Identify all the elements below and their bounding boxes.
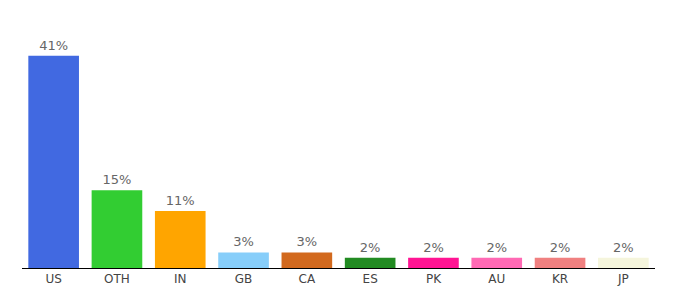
- svg-text:2%: 2%: [486, 240, 507, 255]
- svg-text:PK: PK: [426, 272, 442, 286]
- svg-text:AU: AU: [488, 272, 505, 286]
- svg-text:JP: JP: [617, 272, 629, 286]
- svg-text:ES: ES: [363, 272, 378, 286]
- svg-text:2%: 2%: [423, 240, 444, 255]
- svg-text:3%: 3%: [233, 234, 254, 249]
- svg-text:2%: 2%: [360, 240, 381, 255]
- svg-text:KR: KR: [552, 272, 568, 286]
- svg-text:41%: 41%: [39, 38, 68, 53]
- svg-text:3%: 3%: [297, 234, 318, 249]
- svg-text:15%: 15%: [102, 172, 131, 187]
- svg-text:11%: 11%: [166, 193, 195, 208]
- svg-text:2%: 2%: [550, 240, 571, 255]
- svg-text:CA: CA: [299, 272, 316, 286]
- svg-text:US: US: [45, 272, 61, 286]
- svg-text:OTH: OTH: [104, 272, 130, 286]
- svg-text:IN: IN: [174, 272, 187, 286]
- svg-text:2%: 2%: [613, 240, 634, 255]
- svg-text:GB: GB: [235, 272, 253, 286]
